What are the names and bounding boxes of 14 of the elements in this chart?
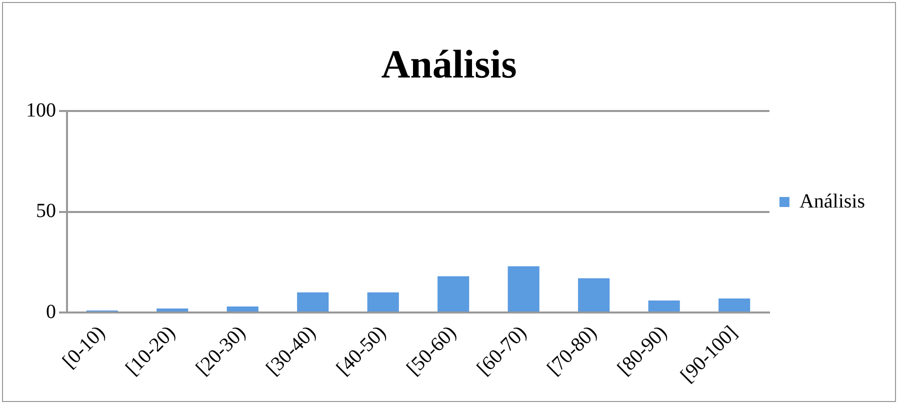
y-tick-label: 50 — [36, 200, 56, 222]
bar — [367, 292, 399, 312]
legend-label: Análisis — [799, 190, 866, 212]
bar — [648, 300, 680, 312]
bar — [578, 278, 610, 312]
bar — [718, 298, 750, 312]
bar — [438, 276, 470, 312]
bar — [226, 306, 258, 312]
y-tick-label: 100 — [26, 99, 56, 122]
bar — [156, 308, 188, 312]
bar — [297, 292, 329, 312]
y-tick-label: 0 — [46, 300, 56, 323]
bar — [508, 266, 540, 312]
chart-title: Análisis — [381, 41, 517, 86]
